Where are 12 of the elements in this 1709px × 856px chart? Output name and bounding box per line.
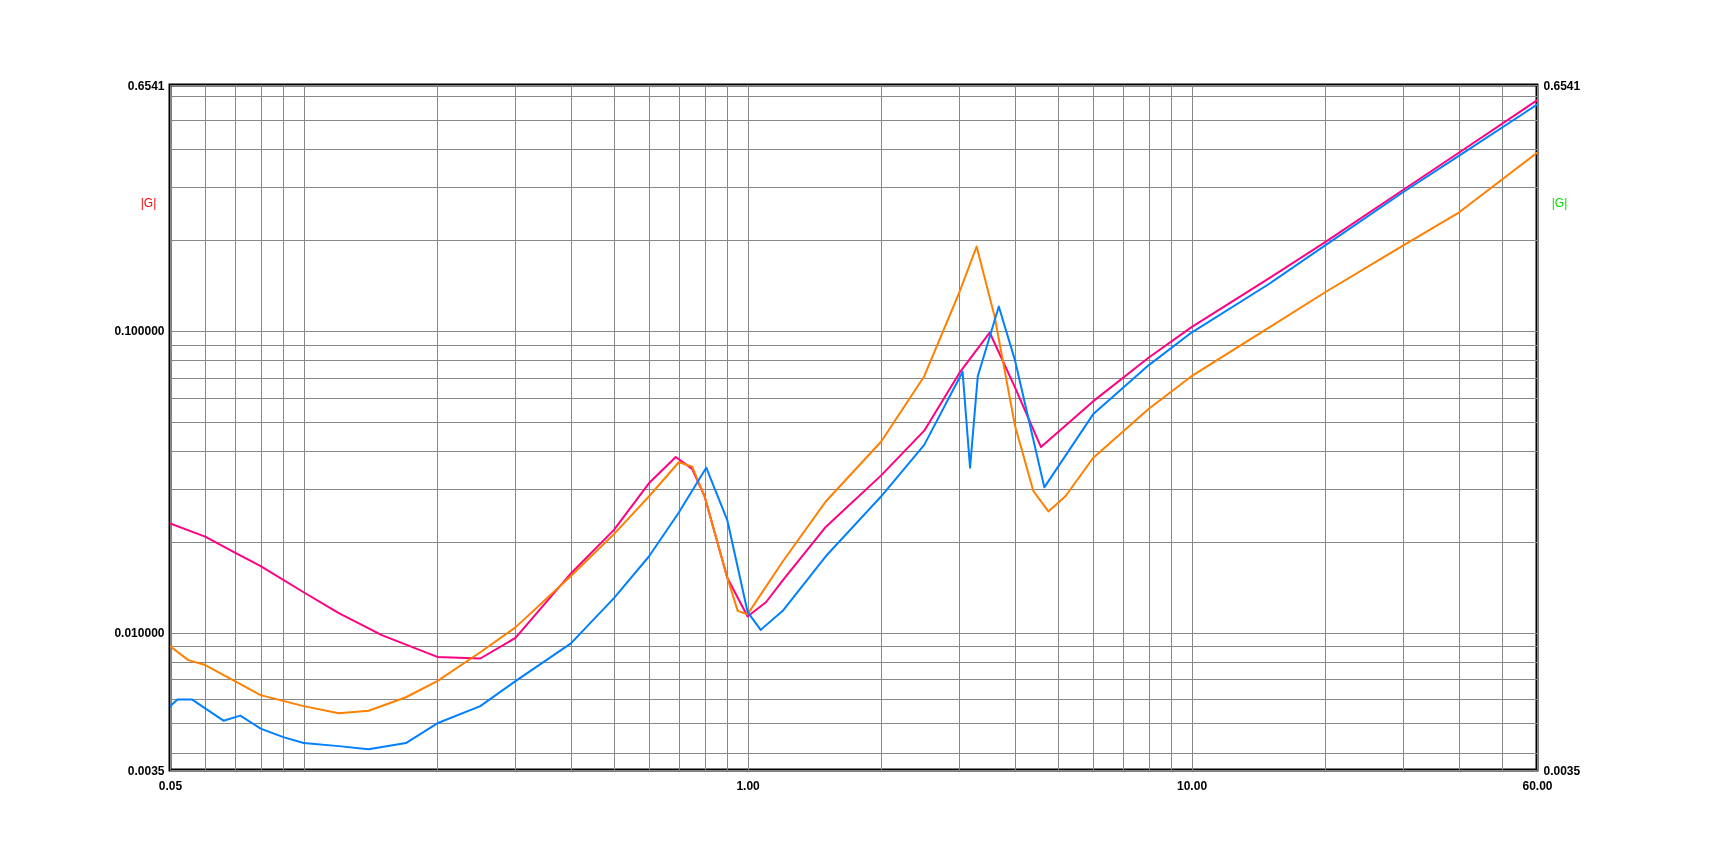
y-tick-label: 0.010000 bbox=[114, 626, 165, 641]
x-tick-label: 1.00 bbox=[736, 778, 761, 793]
y-tick-label: 0.6541 bbox=[127, 78, 165, 93]
y-axis-title: |G| bbox=[140, 195, 157, 210]
y-tick-label: 0.0035 bbox=[127, 763, 165, 778]
x-tick-label: 10.00 bbox=[1177, 778, 1208, 793]
y-tick-label: 0.100000 bbox=[114, 324, 165, 339]
x-tick-label: 60.00 bbox=[1522, 778, 1553, 793]
x-tick-label: 0.05 bbox=[158, 778, 183, 793]
y2-tick-label: 0.6541 bbox=[1543, 78, 1581, 93]
y2-axis-title: |G| bbox=[1551, 195, 1568, 210]
y2-tick-label: 0.0035 bbox=[1543, 763, 1581, 778]
